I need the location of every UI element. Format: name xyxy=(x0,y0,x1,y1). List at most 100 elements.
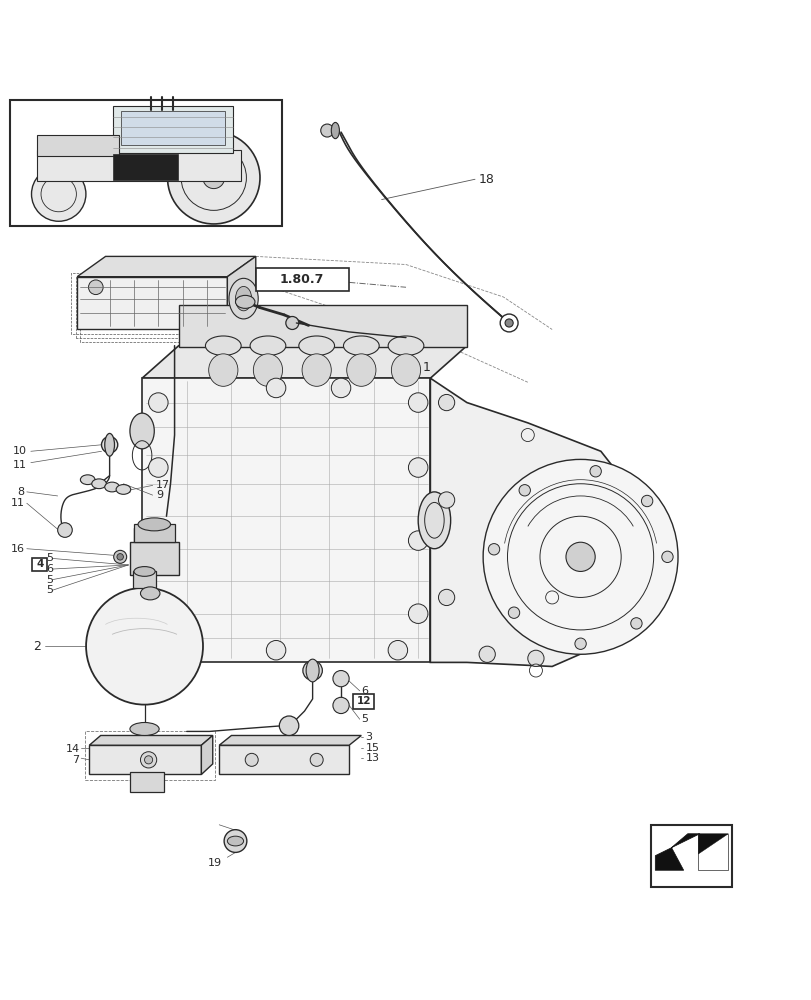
Circle shape xyxy=(408,458,427,477)
Circle shape xyxy=(224,830,247,852)
Circle shape xyxy=(245,753,258,766)
Circle shape xyxy=(408,604,427,623)
Polygon shape xyxy=(130,542,178,575)
Polygon shape xyxy=(37,150,241,181)
Circle shape xyxy=(630,618,642,629)
Polygon shape xyxy=(134,524,174,542)
Text: 13: 13 xyxy=(365,753,379,763)
Circle shape xyxy=(508,607,519,618)
Circle shape xyxy=(266,378,285,398)
Text: 5: 5 xyxy=(46,585,54,595)
Text: 12: 12 xyxy=(356,696,371,706)
Circle shape xyxy=(148,458,168,477)
Circle shape xyxy=(333,671,349,687)
Ellipse shape xyxy=(80,475,95,485)
Circle shape xyxy=(148,640,168,660)
Text: 1: 1 xyxy=(422,361,430,374)
Polygon shape xyxy=(37,135,118,156)
Circle shape xyxy=(148,531,168,550)
Text: 5: 5 xyxy=(46,575,54,585)
Circle shape xyxy=(478,646,495,662)
Circle shape xyxy=(574,638,586,649)
Ellipse shape xyxy=(391,354,420,386)
Ellipse shape xyxy=(134,567,155,576)
Polygon shape xyxy=(142,346,466,378)
Ellipse shape xyxy=(302,354,331,386)
Polygon shape xyxy=(430,378,649,666)
Text: 3: 3 xyxy=(365,732,372,742)
Circle shape xyxy=(148,604,168,623)
Circle shape xyxy=(86,588,203,705)
Circle shape xyxy=(565,542,594,571)
Circle shape xyxy=(641,495,652,507)
Bar xyxy=(133,571,156,588)
Text: 11: 11 xyxy=(13,460,27,470)
Polygon shape xyxy=(121,111,225,145)
Bar xyxy=(255,268,349,291)
Ellipse shape xyxy=(105,482,119,492)
Ellipse shape xyxy=(346,354,375,386)
Circle shape xyxy=(320,124,333,137)
Polygon shape xyxy=(219,735,361,745)
Text: 11: 11 xyxy=(11,498,24,508)
Circle shape xyxy=(331,378,350,398)
Circle shape xyxy=(167,131,260,224)
Text: 9: 9 xyxy=(156,490,163,500)
Circle shape xyxy=(266,640,285,660)
Text: 18: 18 xyxy=(478,173,495,186)
Circle shape xyxy=(500,314,517,332)
Polygon shape xyxy=(227,256,255,329)
Text: 19: 19 xyxy=(208,858,222,868)
Ellipse shape xyxy=(253,354,282,386)
Ellipse shape xyxy=(92,479,106,489)
Polygon shape xyxy=(178,305,466,347)
Ellipse shape xyxy=(331,122,339,139)
Text: 14: 14 xyxy=(66,744,79,754)
Circle shape xyxy=(408,393,427,412)
Text: 16: 16 xyxy=(11,544,24,554)
Ellipse shape xyxy=(235,295,255,308)
Ellipse shape xyxy=(138,518,170,531)
Ellipse shape xyxy=(140,587,160,600)
Text: 15: 15 xyxy=(365,743,379,753)
Bar xyxy=(32,558,47,571)
Text: 17: 17 xyxy=(156,480,169,490)
Circle shape xyxy=(310,753,323,766)
Circle shape xyxy=(388,640,407,660)
Circle shape xyxy=(203,167,225,189)
Circle shape xyxy=(333,697,349,714)
Polygon shape xyxy=(89,735,212,745)
Text: 10: 10 xyxy=(13,446,27,456)
Polygon shape xyxy=(130,772,164,792)
Circle shape xyxy=(661,551,672,563)
Ellipse shape xyxy=(298,336,334,355)
Circle shape xyxy=(140,752,157,768)
Text: 5: 5 xyxy=(46,553,54,563)
Text: 4: 4 xyxy=(36,559,44,569)
Ellipse shape xyxy=(208,354,238,386)
Polygon shape xyxy=(697,834,727,870)
Ellipse shape xyxy=(205,336,241,355)
Ellipse shape xyxy=(227,836,243,846)
Ellipse shape xyxy=(388,336,423,355)
Circle shape xyxy=(58,523,72,537)
Text: 1.80.7: 1.80.7 xyxy=(280,273,324,286)
Text: 6: 6 xyxy=(46,564,54,574)
Circle shape xyxy=(114,550,127,563)
Circle shape xyxy=(101,437,118,453)
Ellipse shape xyxy=(250,336,285,355)
Circle shape xyxy=(285,316,298,329)
Ellipse shape xyxy=(105,433,114,456)
Text: 8: 8 xyxy=(17,487,24,497)
Bar xyxy=(353,694,374,709)
Circle shape xyxy=(483,459,677,654)
Polygon shape xyxy=(89,745,201,774)
Circle shape xyxy=(590,466,601,477)
Ellipse shape xyxy=(418,492,450,549)
Ellipse shape xyxy=(306,659,319,682)
Circle shape xyxy=(148,393,168,412)
Ellipse shape xyxy=(229,278,258,319)
Circle shape xyxy=(408,531,427,550)
Text: 2: 2 xyxy=(32,640,41,653)
Text: 7: 7 xyxy=(72,755,79,765)
